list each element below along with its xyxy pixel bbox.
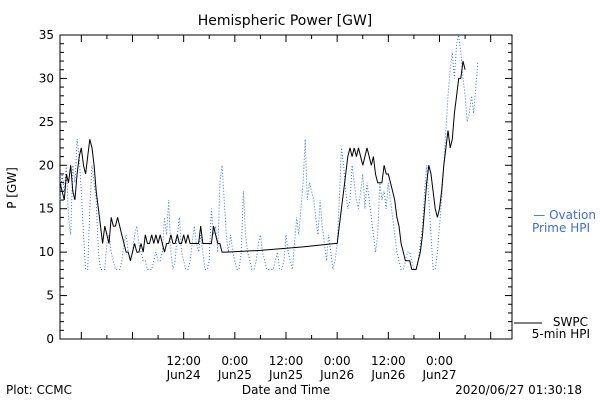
x-tick-time-label: 0:00: [426, 354, 453, 368]
x-axis: 12:00Jun240:00Jun2512:00Jun250:00Jun2612…: [80, 35, 492, 382]
x-tick-date-label: Jun24: [166, 368, 201, 382]
legend: — Ovation Prime HPI SWPC 5-min HPI: [514, 208, 596, 341]
plot-frame: [59, 34, 513, 340]
x-tick-date-label: Jun25: [217, 368, 252, 382]
y-tick-label: 5: [46, 289, 54, 303]
y-tick-label: 10: [39, 245, 54, 259]
x-tick-date-label: Jun27: [421, 368, 456, 382]
footer-plot-credit: Plot: CCMC: [6, 383, 72, 397]
legend-ovation-line2: Prime HPI: [532, 221, 590, 235]
x-tick-time-label: 0:00: [221, 354, 248, 368]
x-tick-time-label: 12:00: [371, 354, 406, 368]
y-tick-label: 25: [39, 115, 54, 129]
series-ovation-prime-line: [59, 34, 479, 270]
y-tick-label: 0: [46, 332, 54, 346]
x-tick-time-label: 0:00: [324, 354, 351, 368]
series-swpc-line: [59, 60, 466, 270]
x-tick-time-label: 12:00: [166, 354, 201, 368]
legend-swpc-line2: 5-min HPI: [532, 327, 590, 341]
legend-ovation-line1: — Ovation: [533, 208, 596, 222]
chart-title: Hemispheric Power [GW]: [198, 13, 373, 29]
x-tick-date-label: Jun25: [268, 368, 303, 382]
legend-swpc-line1: SWPC: [553, 315, 588, 329]
x-tick-time-label: 12:00: [269, 354, 304, 368]
y-axis-label: P [GW]: [5, 167, 19, 209]
footer-timestamp: 2020/06/27 01:30:18: [455, 383, 582, 397]
y-tick-label: 30: [39, 71, 54, 85]
y-tick-label: 15: [39, 202, 54, 216]
y-axis: 0 5 10 15 20 25 30 35: [39, 28, 512, 346]
x-tick-date-label: Jun26: [370, 368, 405, 382]
y-tick-label: 20: [39, 158, 54, 172]
series-layer: [59, 34, 479, 270]
x-tick-date-label: Jun26: [319, 368, 354, 382]
y-tick-label: 35: [39, 28, 54, 42]
x-axis-label: Date and Time: [242, 383, 330, 397]
